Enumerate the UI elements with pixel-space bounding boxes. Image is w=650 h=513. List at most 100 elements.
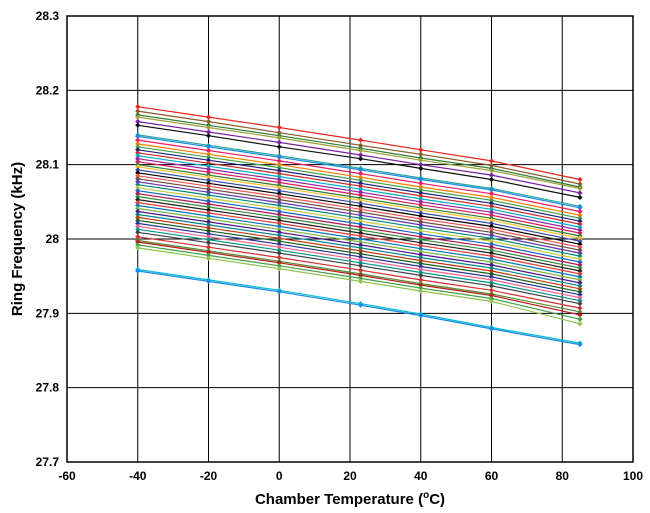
x-axis-title-superscript: o <box>423 490 429 501</box>
data-point <box>488 229 495 235</box>
series <box>135 122 583 200</box>
data-point <box>358 236 364 242</box>
data-point <box>577 289 583 295</box>
data-point <box>135 141 141 147</box>
plot-frame <box>66 15 634 463</box>
series <box>135 176 583 253</box>
data-point <box>276 217 282 224</box>
series <box>135 164 583 241</box>
data-point <box>276 158 282 164</box>
series <box>135 156 583 233</box>
data-point <box>135 220 141 226</box>
data-point <box>418 219 424 225</box>
series <box>135 108 583 187</box>
series <box>135 185 583 262</box>
data-point <box>205 147 212 154</box>
data-point <box>488 277 495 283</box>
data-point <box>577 230 583 236</box>
data-point <box>488 197 495 203</box>
data-point <box>276 247 282 253</box>
data-point <box>276 241 282 247</box>
data-point <box>358 212 364 218</box>
data-point <box>358 167 364 173</box>
data-point <box>577 271 583 277</box>
series <box>135 150 583 227</box>
y-tick-label: 28.3 <box>36 9 60 23</box>
data-point <box>418 193 424 199</box>
data-point <box>358 242 364 248</box>
data-point <box>358 239 364 245</box>
x-tick-label: 80 <box>556 469 570 483</box>
data-point <box>418 165 424 171</box>
series <box>135 220 583 298</box>
data-point <box>276 238 282 244</box>
data-point <box>488 176 495 183</box>
data-point <box>358 251 364 257</box>
data-point <box>205 154 212 160</box>
data-point <box>135 173 141 179</box>
data-point <box>205 151 212 157</box>
data-point <box>205 166 212 172</box>
data-point <box>276 229 282 235</box>
data-point <box>488 212 495 218</box>
data-point <box>418 225 424 231</box>
data-point <box>135 188 141 194</box>
data-point <box>418 269 424 276</box>
data-point <box>577 235 583 241</box>
data-point <box>276 220 282 226</box>
data-point <box>276 139 282 145</box>
data-point <box>358 203 364 209</box>
x-tick-label: 100 <box>623 469 643 483</box>
data-point <box>276 226 282 232</box>
data-point <box>577 277 583 283</box>
data-point <box>358 200 364 206</box>
data-point <box>418 228 424 234</box>
data-point <box>276 232 282 238</box>
data-point <box>577 181 583 187</box>
data-point <box>205 219 212 225</box>
data-point <box>358 278 364 284</box>
data-point <box>135 167 141 173</box>
data-point <box>358 192 364 198</box>
data-point <box>577 316 583 322</box>
data-point <box>577 286 583 292</box>
data-point <box>135 118 141 125</box>
series <box>135 104 583 183</box>
data-point <box>577 280 583 286</box>
data-point <box>418 147 424 153</box>
data-point <box>205 180 212 186</box>
data-point <box>577 250 583 256</box>
data-point <box>205 204 212 210</box>
data-point <box>577 208 583 215</box>
data-point <box>135 239 141 245</box>
data-point <box>577 185 583 192</box>
data-point <box>418 210 424 216</box>
series <box>135 239 583 318</box>
data-point <box>488 247 495 253</box>
data-point <box>276 289 282 295</box>
data-point <box>205 174 212 180</box>
series <box>135 188 583 265</box>
x-tick-label: 60 <box>485 469 499 483</box>
data-point <box>276 173 282 180</box>
data-point <box>418 207 424 213</box>
data-point <box>488 250 495 256</box>
series <box>135 137 583 215</box>
y-tick-label: 27.7 <box>36 455 60 469</box>
data-point <box>488 262 495 268</box>
data-point <box>358 245 364 251</box>
data-point <box>276 144 282 150</box>
data-point <box>577 305 583 311</box>
data-point <box>577 265 583 271</box>
series <box>135 144 583 221</box>
data-point <box>577 194 583 200</box>
data-point <box>135 242 141 248</box>
data-point <box>135 268 141 274</box>
data-point <box>358 174 364 180</box>
data-point <box>358 142 364 148</box>
data-point <box>358 221 364 227</box>
data-point <box>276 197 282 203</box>
data-point <box>488 265 495 271</box>
data-point <box>135 185 141 191</box>
